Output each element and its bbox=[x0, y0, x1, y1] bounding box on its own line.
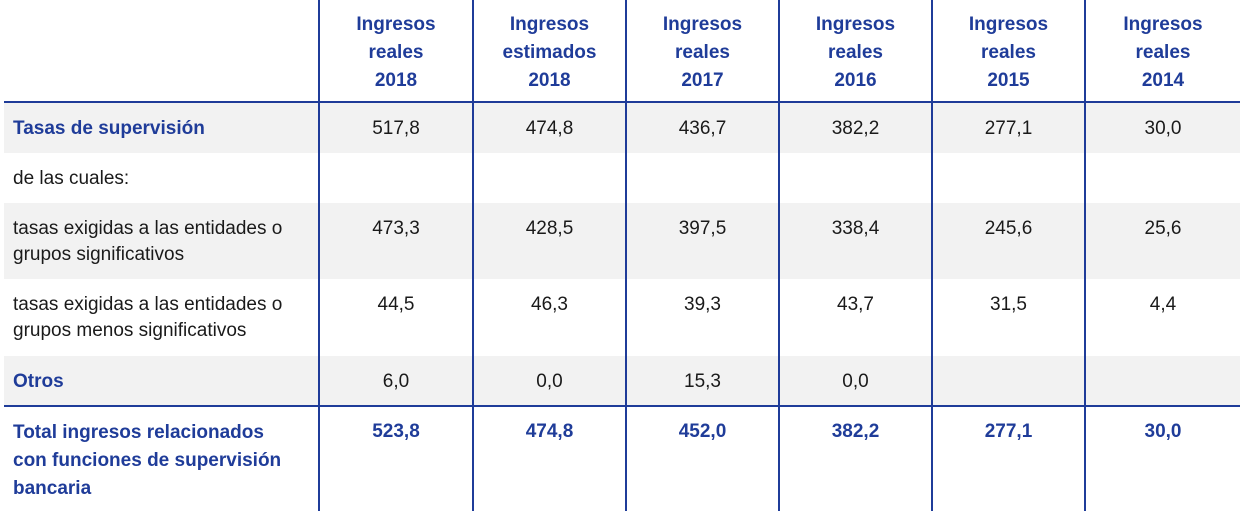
table-cell: 382,2 bbox=[778, 102, 932, 153]
table-cell: 31,5 bbox=[931, 279, 1085, 356]
table-cell: 517,8 bbox=[318, 102, 473, 153]
row-label-otros: Otros bbox=[4, 356, 319, 406]
table-row-de-las-cuales: de las cuales: bbox=[4, 153, 1240, 203]
table-cell: 0,0 bbox=[472, 356, 626, 406]
table-cell: 436,7 bbox=[625, 102, 779, 153]
table-cell bbox=[1084, 153, 1240, 203]
row-label-tasas-supervision: Tasas de supervisión bbox=[4, 102, 319, 153]
table-cell: 30,0 bbox=[1084, 102, 1240, 153]
header-row: Ingresos reales 2018 Ingresos estimados … bbox=[4, 0, 1240, 103]
table-cell: 30,0 bbox=[1084, 405, 1240, 511]
table-cell: 338,4 bbox=[778, 203, 932, 279]
table-cell bbox=[472, 153, 626, 203]
table-cell: 39,3 bbox=[625, 279, 779, 356]
table-row-menos-significativos: tasas exigidas a las entidades o grupos … bbox=[4, 279, 1240, 356]
table-cell bbox=[625, 153, 779, 203]
table-cell: 277,1 bbox=[931, 405, 1085, 511]
table-cell: 43,7 bbox=[778, 279, 932, 356]
table-cell bbox=[318, 153, 473, 203]
row-label-total: Total ingresos relacionados con funcione… bbox=[4, 405, 319, 511]
table-cell: 382,2 bbox=[778, 405, 932, 511]
table-cell: 452,0 bbox=[625, 405, 779, 511]
supervision-revenue-table: Ingresos reales 2018 Ingresos estimados … bbox=[4, 0, 1240, 511]
table-cell: 25,6 bbox=[1084, 203, 1240, 279]
table-cell: 474,8 bbox=[472, 102, 626, 153]
table-cell: 0,0 bbox=[778, 356, 932, 406]
table-cell: 523,8 bbox=[318, 405, 473, 511]
row-label-de-las-cuales: de las cuales: bbox=[13, 168, 130, 189]
table-cell bbox=[1084, 356, 1240, 406]
table-cell: 15,3 bbox=[625, 356, 779, 406]
table-cell bbox=[778, 153, 932, 203]
row-label-menos-significativos: tasas exigidas a las entidades o grupos … bbox=[13, 294, 283, 341]
header-col-6: Ingresos reales 2014 bbox=[1084, 0, 1240, 103]
table-cell: 4,4 bbox=[1084, 279, 1240, 356]
table-cell: 397,5 bbox=[625, 203, 779, 279]
header-col-1: Ingresos reales 2018 bbox=[318, 0, 473, 103]
header-col-4: Ingresos reales 2016 bbox=[778, 0, 932, 103]
table-cell: 428,5 bbox=[472, 203, 626, 279]
header-corner-cell bbox=[4, 0, 319, 103]
table-cell: 277,1 bbox=[931, 102, 1085, 153]
header-col-2: Ingresos estimados 2018 bbox=[472, 0, 626, 103]
row-label-significativos: tasas exigidas a las entidades o grupos … bbox=[4, 203, 319, 279]
table-cell: 473,3 bbox=[318, 203, 473, 279]
header-col-3: Ingresos reales 2017 bbox=[625, 0, 779, 103]
table-cell bbox=[931, 153, 1085, 203]
table-row-tasas-supervision: Tasas de supervisión 517,8 474,8 436,7 3… bbox=[4, 102, 1240, 153]
header-col-5: Ingresos reales 2015 bbox=[931, 0, 1085, 103]
table-cell: 44,5 bbox=[318, 279, 473, 356]
table-row-otros: Otros 6,0 0,0 15,3 0,0 bbox=[4, 356, 1240, 406]
table-cell: 46,3 bbox=[472, 279, 626, 356]
table-row-total: Total ingresos relacionados con funcione… bbox=[4, 405, 1240, 511]
table-cell bbox=[931, 356, 1085, 406]
table-cell: 474,8 bbox=[472, 405, 626, 511]
table-cell: 6,0 bbox=[318, 356, 473, 406]
table-row-significativos: tasas exigidas a las entidades o grupos … bbox=[4, 203, 1240, 279]
table-cell: 245,6 bbox=[931, 203, 1085, 279]
